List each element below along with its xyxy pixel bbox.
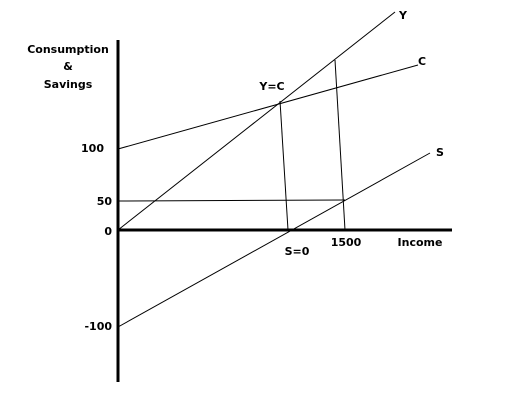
- curve-label: C: [418, 55, 426, 68]
- y-tick-label: 50: [97, 195, 113, 208]
- guide-line: [334, 59, 346, 231]
- income-line: [117, 11, 396, 231]
- point-label: Y=C: [258, 80, 284, 93]
- guide-line: [117, 199, 346, 202]
- x-axis-title: Income: [398, 236, 443, 249]
- consumption-line: [117, 64, 419, 150]
- curve-label: Y: [398, 9, 408, 22]
- point-label: S=0: [285, 245, 310, 258]
- savings-line: [117, 152, 431, 328]
- x-tick-label: 1500: [331, 236, 362, 249]
- y-tick-label: -100: [84, 320, 112, 333]
- guide-line: [279, 100, 289, 231]
- y-tick-label: 0: [104, 225, 112, 238]
- curve-label: S: [436, 146, 444, 159]
- y-tick-label: 100: [81, 142, 104, 155]
- y-axis-title: Savings: [44, 78, 93, 91]
- y-axis-title: Consumption: [27, 43, 109, 56]
- y-axis-title: &: [63, 60, 73, 73]
